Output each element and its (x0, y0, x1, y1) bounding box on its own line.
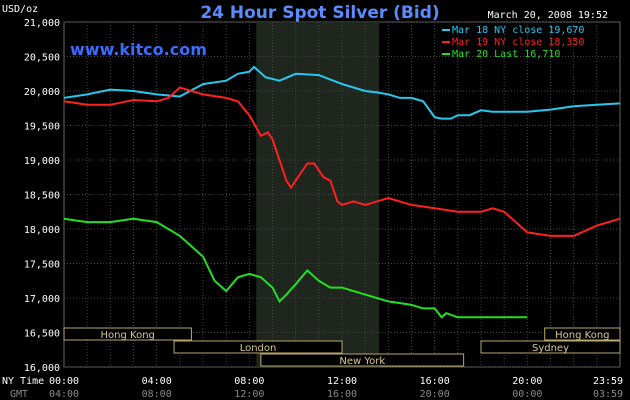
series-line (63, 86, 621, 237)
x-tick-label-gmt: 04:00 (49, 389, 79, 400)
x-tick-label-ny: 00:00 (49, 376, 79, 387)
x-tick-label-gmt: 00:00 (512, 389, 542, 400)
x-tick-label-ny: 16:00 (420, 376, 450, 387)
session-label: Sydney (532, 343, 569, 354)
legend-entry: Mar 19 NY close 18,350 (452, 37, 584, 48)
y-tick-label: 19,000 (24, 156, 60, 167)
y-tick-label: 16,000 (24, 363, 60, 374)
price-series (63, 65, 621, 319)
x-tick-labels: 00:00 04:00 04:00 08:00 08:00 12:00 12:00 16:00… (49, 376, 623, 400)
session-box (260, 353, 465, 367)
y-tick-label: 17,500 (24, 260, 60, 271)
x-tick-label-gmt: 16:00 (327, 389, 357, 400)
x-tick-label-ny: 23:59 (593, 376, 623, 387)
x-tick-label-gmt: 20:00 (420, 389, 450, 400)
x-tick-label-gmt: 03:59 (593, 389, 623, 400)
y-tick-label: 17,000 (24, 294, 60, 305)
x-tick-label-gmt: 08:00 (142, 389, 172, 400)
series-line (63, 65, 621, 120)
session-box (63, 327, 192, 341)
gmt-row-label: GMT (10, 389, 28, 400)
y-axis-label: USD/oz (2, 4, 38, 15)
website-label: www.kitco.com (70, 40, 207, 59)
x-tick-label-ny: 04:00 (142, 376, 172, 387)
x-tick-label-gmt: 12:00 (234, 389, 264, 400)
y-tick-label: 19,500 (24, 122, 60, 133)
session-label: Hong Kong (555, 330, 609, 341)
ny-time-row-label: NY Time (2, 376, 44, 387)
y-tick-label: 20,500 (24, 53, 60, 64)
series-line (63, 217, 528, 319)
session-label: New York (339, 356, 385, 367)
y-tick-label: 18,500 (24, 191, 60, 202)
session-box (544, 327, 621, 341)
y-tick-label: 16,500 (24, 329, 60, 340)
legend-entry: Mar 18 NY close 19,670 (452, 25, 584, 36)
x-tick-label-ny: 08:00 (234, 376, 264, 387)
market-sessions: Hong Kong London New York Hong Kong Sydney (63, 327, 621, 367)
y-tick-label: 18,000 (24, 225, 60, 236)
y-tick-labels: 16,000 16,500 17,000 17,500 18,000 18,500 19,0… (24, 18, 60, 374)
x-tick-label-ny: 20:00 (512, 376, 542, 387)
session-label: London (240, 343, 277, 354)
x-tick-label-ny: 12:00 (327, 376, 357, 387)
y-tick-label: 20,000 (24, 87, 60, 98)
legend-entry: Mar 20 Last 16,710 (452, 49, 560, 60)
chart-timestamp: March 20, 2008 19:52 (488, 10, 608, 21)
session-box (480, 340, 621, 354)
chart-title: 24 Hour Spot Silver (Bid) (200, 3, 439, 23)
y-tick-label: 21,000 (24, 18, 60, 29)
session-box (173, 340, 343, 354)
session-label: Hong Kong (101, 330, 155, 341)
